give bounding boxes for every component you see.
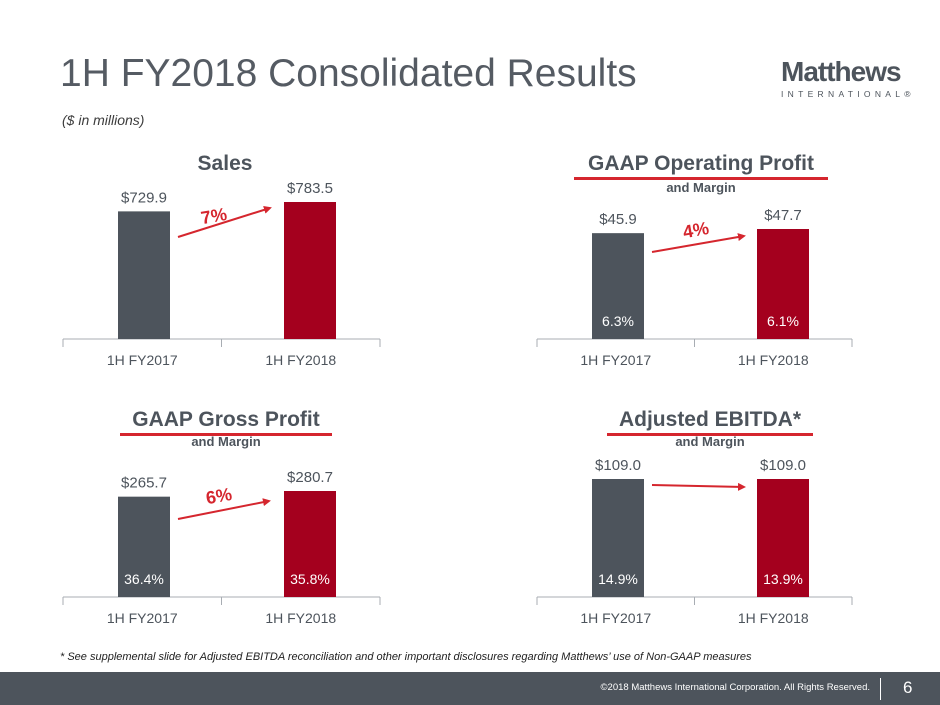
growth-label: 6% [204,484,233,508]
chart-title-ebitda: Adjusted EBITDA* [607,408,813,436]
page-title: 1H FY2018 Consolidated Results [60,52,637,95]
data-label: $47.7 [764,207,802,224]
data-label: $109.0 [595,457,641,474]
growth-arrow [651,233,746,253]
x-tick-label: 1H FY2018 [738,352,809,368]
data-label: $783.5 [287,180,333,197]
chart-title-text: Adjusted EBITDA* [618,408,801,431]
margin-label: 35.8% [290,571,330,587]
data-label: $45.9 [599,211,637,228]
data-label: $729.9 [121,189,167,206]
bar-fy2018 [284,202,336,339]
x-tick-label: 1H FY2017 [580,352,651,368]
footer-divider [880,678,881,700]
data-label: $109.0 [760,457,806,474]
growth-arrow [177,205,272,238]
chart-title-operating-profit: GAAP Operating Profit [574,152,828,180]
chart-title-text: GAAP Gross Profit [132,408,320,431]
bar-fy2018 [757,479,809,597]
growth-arrow [651,482,746,491]
chart-title-text: Sales [197,152,253,175]
units-note: ($ in millions) [62,112,145,128]
footnote: * See supplemental slide for Adjusted EB… [60,651,752,663]
copyright-text: ©2018 Matthews International Corporation… [600,682,870,693]
footer-bar: ©2018 Matthews International Corporation… [0,672,940,705]
bar-fy2017 [592,233,644,339]
x-tick-label: 1H FY2018 [265,352,336,368]
margin-label: 6.3% [602,313,634,329]
logo-wordmark: Matthews [781,56,902,87]
x-tick-label: 1H FY2017 [107,352,178,368]
title-underline [607,433,813,436]
x-tick-label: 1H FY2018 [738,610,809,626]
x-tick-label: 1H FY2017 [107,610,178,626]
bar-fy2018 [284,491,336,597]
x-tick-label: 1H FY2018 [265,610,336,626]
logo-subtitle: INTERNATIONAL® [781,89,915,99]
bar-fy2018 [757,229,809,339]
x-tick-label: 1H FY2017 [580,610,651,626]
data-label: $280.7 [287,469,333,486]
growth-label: 7% [199,204,228,228]
page-number: 6 [903,678,913,697]
bar-fy2017 [118,211,170,339]
growth-label: 4% [681,218,710,242]
chart-title-text: GAAP Operating Profit [588,152,814,175]
chart-subtitle-operating-profit: and Margin [666,180,736,195]
margin-label: 6.1% [767,313,799,329]
title-underline [574,177,828,180]
bar-fy2017 [118,496,170,597]
growth-arrow [177,498,271,520]
bar-fy2017 [592,479,644,597]
chart-subtitle-ebitda: and Margin [675,434,745,449]
chart-subtitle-gross-profit: and Margin [191,434,261,449]
chart-title-gross-profit: GAAP Gross Profit [120,408,332,436]
margin-label: 14.9% [598,571,638,587]
data-label: $265.7 [121,475,167,492]
company-logo: Matthews INTERNATIONAL® [781,56,915,100]
chart-title-sales: Sales [190,152,260,176]
margin-label: 36.4% [124,571,164,587]
margin-label: 13.9% [763,571,803,587]
title-underline [120,433,332,436]
